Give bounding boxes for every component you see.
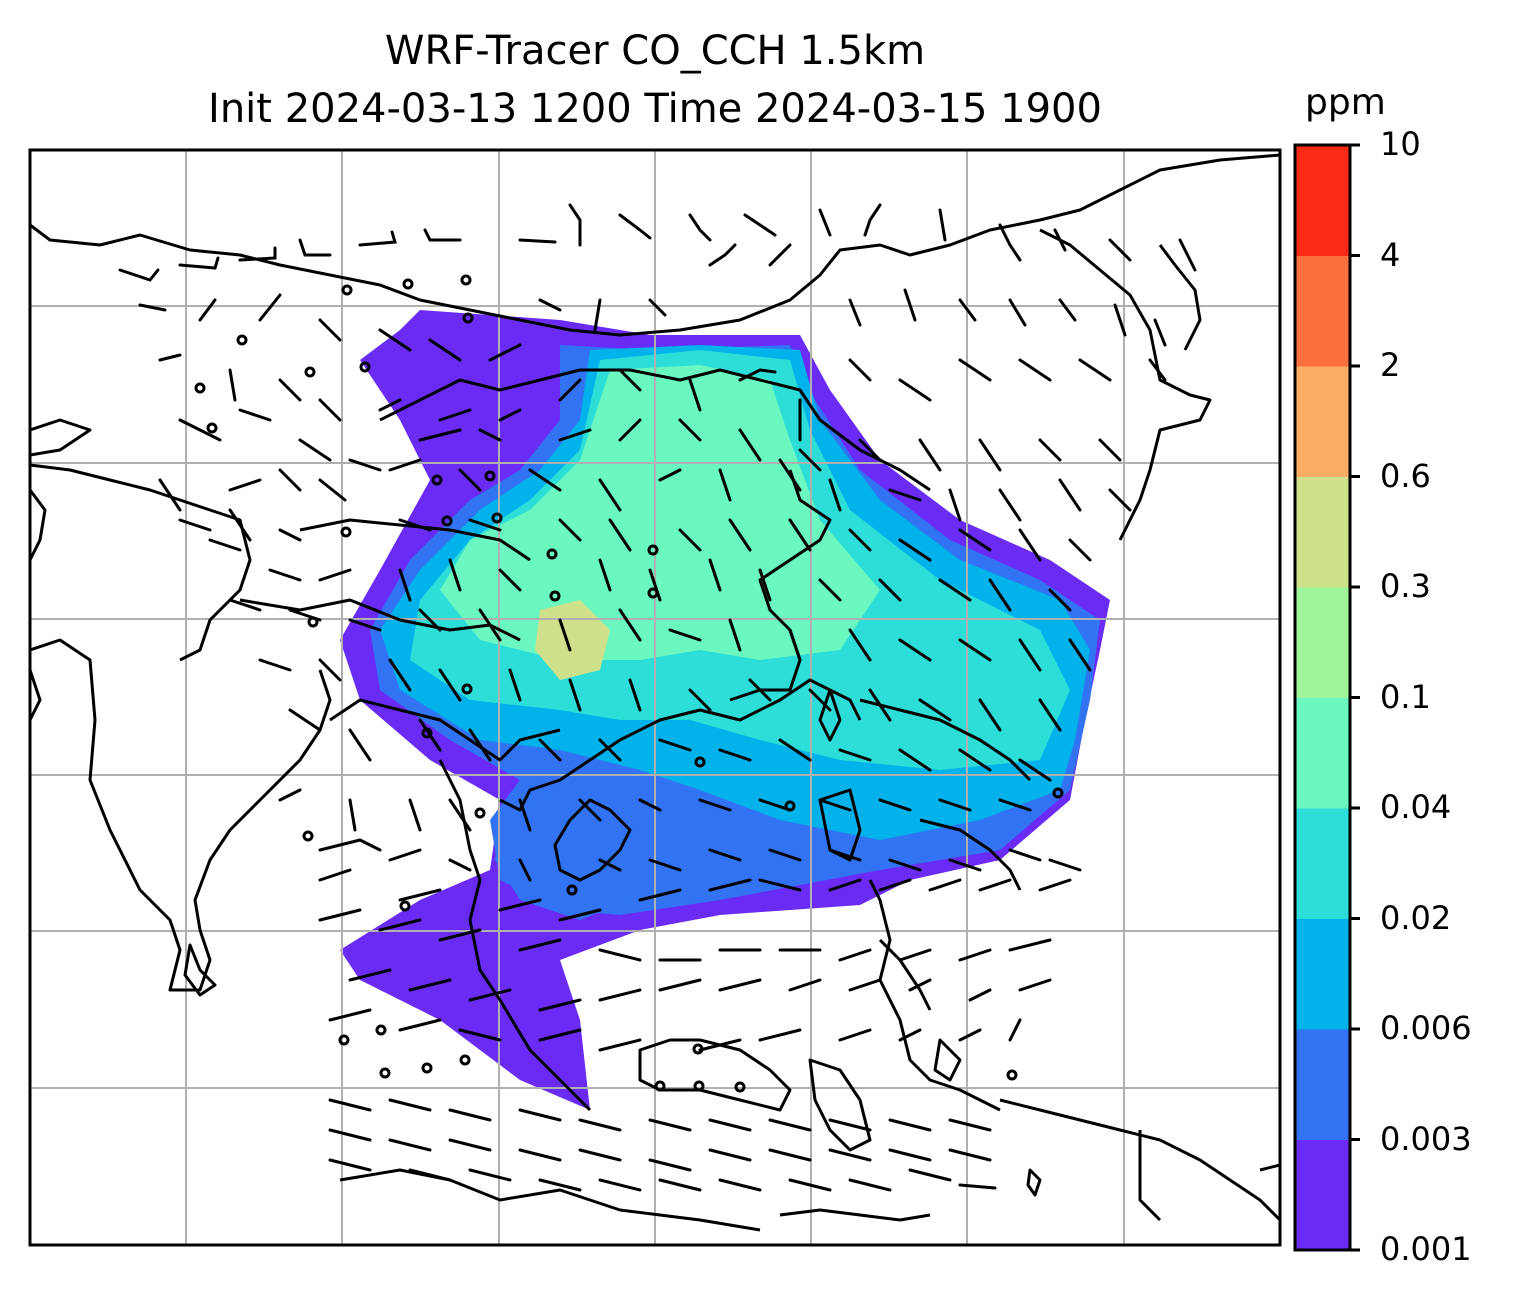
colorbar-tick-label: 10 [1380, 125, 1421, 163]
gridlines [30, 150, 1280, 1245]
chart-title: WRF-Tracer CO_CCH 1.5km [384, 28, 926, 74]
colorbar-tick-label: 2 [1380, 346, 1401, 384]
colorbar-segment [1295, 476, 1350, 588]
colorbar-tick-label: 0.04 [1380, 788, 1452, 826]
colorbar-segment [1295, 255, 1350, 367]
colorbar-segment [1295, 918, 1350, 1030]
colorbar-unit: ppm [1305, 82, 1386, 123]
tracer-plume [340, 310, 1110, 1110]
colorbar-tick-label: 0.001 [1380, 1230, 1472, 1268]
coastlines [30, 153, 1280, 1232]
colorbar-segment [1295, 366, 1350, 477]
calm-markers [194, 274, 1064, 1093]
chart-subtitle: Init 2024-03-13 1200 Time 2024-03-15 190… [208, 86, 1102, 132]
colorbar-segment [1295, 697, 1350, 809]
wind-barbs [118, 203, 1197, 1192]
plume-high [440, 365, 880, 660]
colorbar [1293, 143, 1360, 1252]
colorbar-tick-label: 0.02 [1380, 898, 1452, 937]
colorbar-tick-label: 0.006 [1380, 1009, 1472, 1047]
colorbar-segment [1295, 145, 1350, 256]
colorbar-segment [1295, 1139, 1350, 1251]
map-frame [28, 148, 1282, 1247]
colorbar-segment [1295, 587, 1350, 698]
colorbar-tick-label: 0.1 [1380, 677, 1431, 716]
colorbar-segment [1295, 1029, 1350, 1140]
colorbar-tick-label: 0.6 [1380, 456, 1431, 495]
plume-pocket [495, 790, 650, 920]
colorbar-tick-label: 0.003 [1380, 1119, 1472, 1158]
colorbar-segment [1295, 808, 1350, 919]
colorbar-tick-label: 4 [1380, 235, 1401, 274]
colorbar-tick-label: 0.3 [1380, 567, 1431, 605]
